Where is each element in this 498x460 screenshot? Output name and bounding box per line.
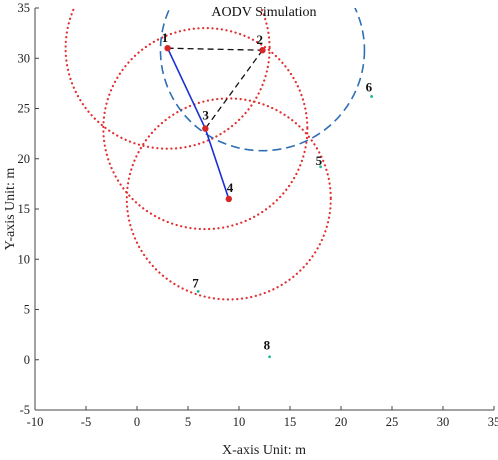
y-tick-label: 0 bbox=[24, 353, 30, 367]
chart-title: AODV Simulation bbox=[211, 5, 316, 20]
x-tick-label: 5 bbox=[185, 415, 191, 429]
node-6-label: 6 bbox=[366, 79, 373, 94]
node-7-marker bbox=[196, 290, 200, 293]
node-8-label: 8 bbox=[264, 338, 271, 353]
node-4-marker bbox=[225, 195, 232, 203]
nodes bbox=[164, 45, 373, 359]
link-2-3 bbox=[204, 49, 263, 129]
y-tick-label: 5 bbox=[24, 303, 30, 317]
range-circles bbox=[64, 8, 366, 301]
node-1-label: 1 bbox=[162, 30, 169, 45]
node-2-label: 2 bbox=[256, 32, 263, 47]
y-tick-label: -5 bbox=[20, 403, 30, 417]
y-tick-label: 30 bbox=[18, 51, 31, 65]
node-labels: 1 2 3 4 5 6 7 8 bbox=[162, 30, 373, 353]
route-links bbox=[166, 47, 263, 200]
plot-area bbox=[35, 8, 494, 410]
y-tick-label: 10 bbox=[18, 252, 31, 266]
x-tick-label: 0 bbox=[134, 415, 140, 429]
node-5-marker bbox=[319, 165, 322, 169]
y-axis-label: Y-axis Unit: m bbox=[3, 168, 18, 251]
x-tick-label: 35 bbox=[488, 415, 498, 429]
x-tick-label: 25 bbox=[386, 415, 399, 429]
x-tick-label: 30 bbox=[437, 415, 450, 429]
link-1-3 bbox=[166, 47, 207, 129]
x-ticks: -10 -5 0 5 10 15 20 25 30 35 bbox=[27, 406, 498, 429]
range-circle-node-4 bbox=[125, 97, 332, 301]
y-tick-label: 15 bbox=[18, 202, 31, 216]
link-1-2 bbox=[167, 47, 263, 51]
x-axis-label: X-axis Unit: m bbox=[222, 443, 306, 458]
y-tick-label: 35 bbox=[18, 1, 31, 15]
x-tick-label: -10 bbox=[27, 415, 44, 429]
link-3-4 bbox=[204, 128, 230, 200]
node-5-label: 5 bbox=[316, 153, 323, 168]
x-tick-label: 20 bbox=[335, 415, 348, 429]
y-ticks: -5 0 5 10 15 20 25 30 35 bbox=[18, 1, 39, 417]
node-1-marker bbox=[164, 45, 171, 52]
node-8-marker bbox=[268, 355, 271, 359]
node-4-label: 4 bbox=[227, 180, 234, 195]
range-circle-node-2 bbox=[159, 8, 366, 152]
node-3-label: 3 bbox=[202, 108, 209, 123]
x-tick-label: 15 bbox=[284, 415, 297, 429]
y-tick-label: 20 bbox=[18, 152, 31, 166]
node-2-marker bbox=[259, 47, 266, 54]
range-circle-node-3 bbox=[102, 27, 309, 231]
x-tick-label: -5 bbox=[81, 415, 91, 429]
x-tick-label: 10 bbox=[233, 415, 246, 429]
range-circle-node-1 bbox=[64, 8, 271, 150]
node-7-label: 7 bbox=[192, 275, 199, 290]
y-tick-label: 25 bbox=[18, 102, 31, 116]
node-3-marker bbox=[202, 125, 209, 132]
node-6-marker bbox=[370, 95, 373, 98]
